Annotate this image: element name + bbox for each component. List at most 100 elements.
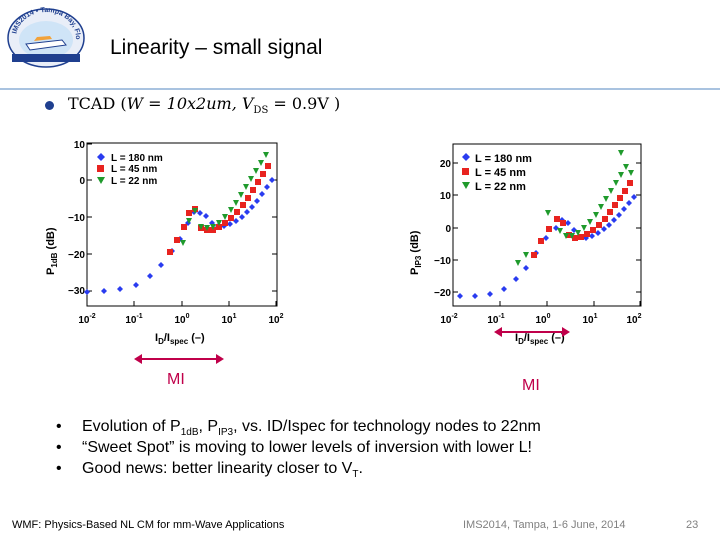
legend: L = 180 nm L = 45 nm L = 22 nm: [97, 153, 163, 187]
point: [487, 291, 493, 297]
point: [596, 222, 602, 228]
point: [203, 213, 209, 219]
point: [233, 218, 239, 224]
xtick-label: 100: [174, 313, 189, 326]
ytick-label: 10: [440, 191, 452, 202]
point: [248, 176, 254, 182]
bullet-text: “Sweet Spot” is moving to lower levels o…: [82, 439, 532, 456]
mi-label-left: MI: [167, 371, 185, 388]
point: [627, 180, 633, 186]
point: [258, 160, 264, 166]
legend-label: L = 45 nm: [475, 167, 526, 179]
point: [197, 210, 203, 216]
legend-marker-45nm: [462, 168, 469, 175]
point: [222, 214, 228, 220]
mi-arrow-right: [494, 327, 570, 337]
point: [601, 226, 607, 232]
point: [249, 204, 255, 210]
series-22nm: [180, 152, 269, 246]
point: [133, 282, 139, 288]
ytick-label: −30: [68, 286, 85, 297]
ytick-label: 20: [440, 159, 452, 170]
point: [265, 163, 271, 169]
point: [255, 179, 261, 185]
point: [228, 207, 234, 213]
point: [589, 233, 595, 239]
point: [622, 188, 628, 194]
point: [101, 288, 107, 294]
point: [243, 184, 249, 190]
point: [563, 233, 569, 239]
bullet-text: Good news: better linearity closer to VT…: [82, 460, 363, 481]
ytick-label: 0: [445, 224, 451, 235]
legend-marker-22nm: [462, 182, 470, 189]
footer-center: IMS2014, Tampa, 1-6 June, 2014: [463, 519, 626, 531]
xtick-marks: [86, 301, 277, 306]
point: [554, 216, 560, 222]
point: [263, 152, 269, 158]
point: [269, 177, 275, 183]
point: [250, 187, 256, 193]
point: [631, 194, 637, 200]
xtick-label: 10-1: [487, 313, 504, 326]
xtick-label: 10-1: [125, 313, 142, 326]
point: [616, 212, 622, 218]
point: [560, 220, 566, 226]
point: [158, 262, 164, 268]
point: [571, 227, 577, 233]
point: [623, 164, 629, 170]
point: [572, 235, 578, 241]
legend-marker-45nm: [97, 165, 104, 172]
ytick-label: −20: [434, 288, 451, 299]
ytick-label: 0: [79, 176, 85, 187]
point: [457, 293, 463, 299]
point: [569, 233, 575, 239]
ytick-label: 10: [74, 140, 86, 151]
point: [216, 220, 222, 226]
mi-label-right: MI: [522, 377, 540, 394]
point: [565, 220, 571, 226]
point: [523, 252, 529, 258]
xtick-labels: 10-2 10-1 100 101 102: [78, 313, 283, 326]
series-45nm: [531, 180, 633, 258]
legend-label: L = 180 nm: [111, 153, 163, 164]
xtick-label: 101: [582, 313, 597, 326]
xtick-label: 10-2: [440, 313, 457, 326]
xtick-label: 100: [535, 313, 550, 326]
point: [192, 208, 198, 214]
point: [244, 209, 250, 215]
ytick-label: −10: [434, 256, 451, 267]
point: [587, 219, 593, 225]
point: [626, 200, 632, 206]
point: [608, 188, 614, 194]
bullet-marker: •: [56, 460, 62, 477]
point: [167, 249, 173, 255]
bullet-marker: •: [56, 418, 62, 435]
xtick-label: 102: [268, 313, 283, 326]
ytick-label: −10: [68, 213, 85, 224]
point: [186, 210, 192, 216]
point: [233, 200, 239, 206]
point: [612, 202, 618, 208]
legend-marker-180nm: [462, 153, 470, 161]
bullet-text: Evolution of P1dB, PIP3, vs. ID/Ispec fo…: [82, 418, 541, 439]
xtick-labels: 10-2 10-1 100 101 102: [440, 313, 641, 326]
point: [618, 172, 624, 178]
point: [264, 184, 270, 190]
ytick-labels: −20 −10 0 10 20: [434, 159, 451, 299]
ylabel: P1dB (dB): [45, 227, 59, 275]
point: [566, 232, 572, 238]
point: [216, 224, 222, 230]
point: [84, 289, 90, 295]
legend: L = 180 nm L = 45 nm L = 22 nm: [462, 153, 532, 193]
ims2014-logo: IMS2014 • Tampa Bay, Florida: [4, 4, 85, 68]
point: [472, 293, 478, 299]
point: [575, 230, 581, 236]
point: [180, 240, 186, 246]
legend-marker-22nm: [97, 177, 105, 184]
point: [613, 180, 619, 186]
legend-marker-180nm: [97, 153, 105, 161]
point: [259, 191, 265, 197]
legend-label: L = 45 nm: [111, 164, 157, 175]
legend-label: L = 22 nm: [475, 181, 526, 193]
